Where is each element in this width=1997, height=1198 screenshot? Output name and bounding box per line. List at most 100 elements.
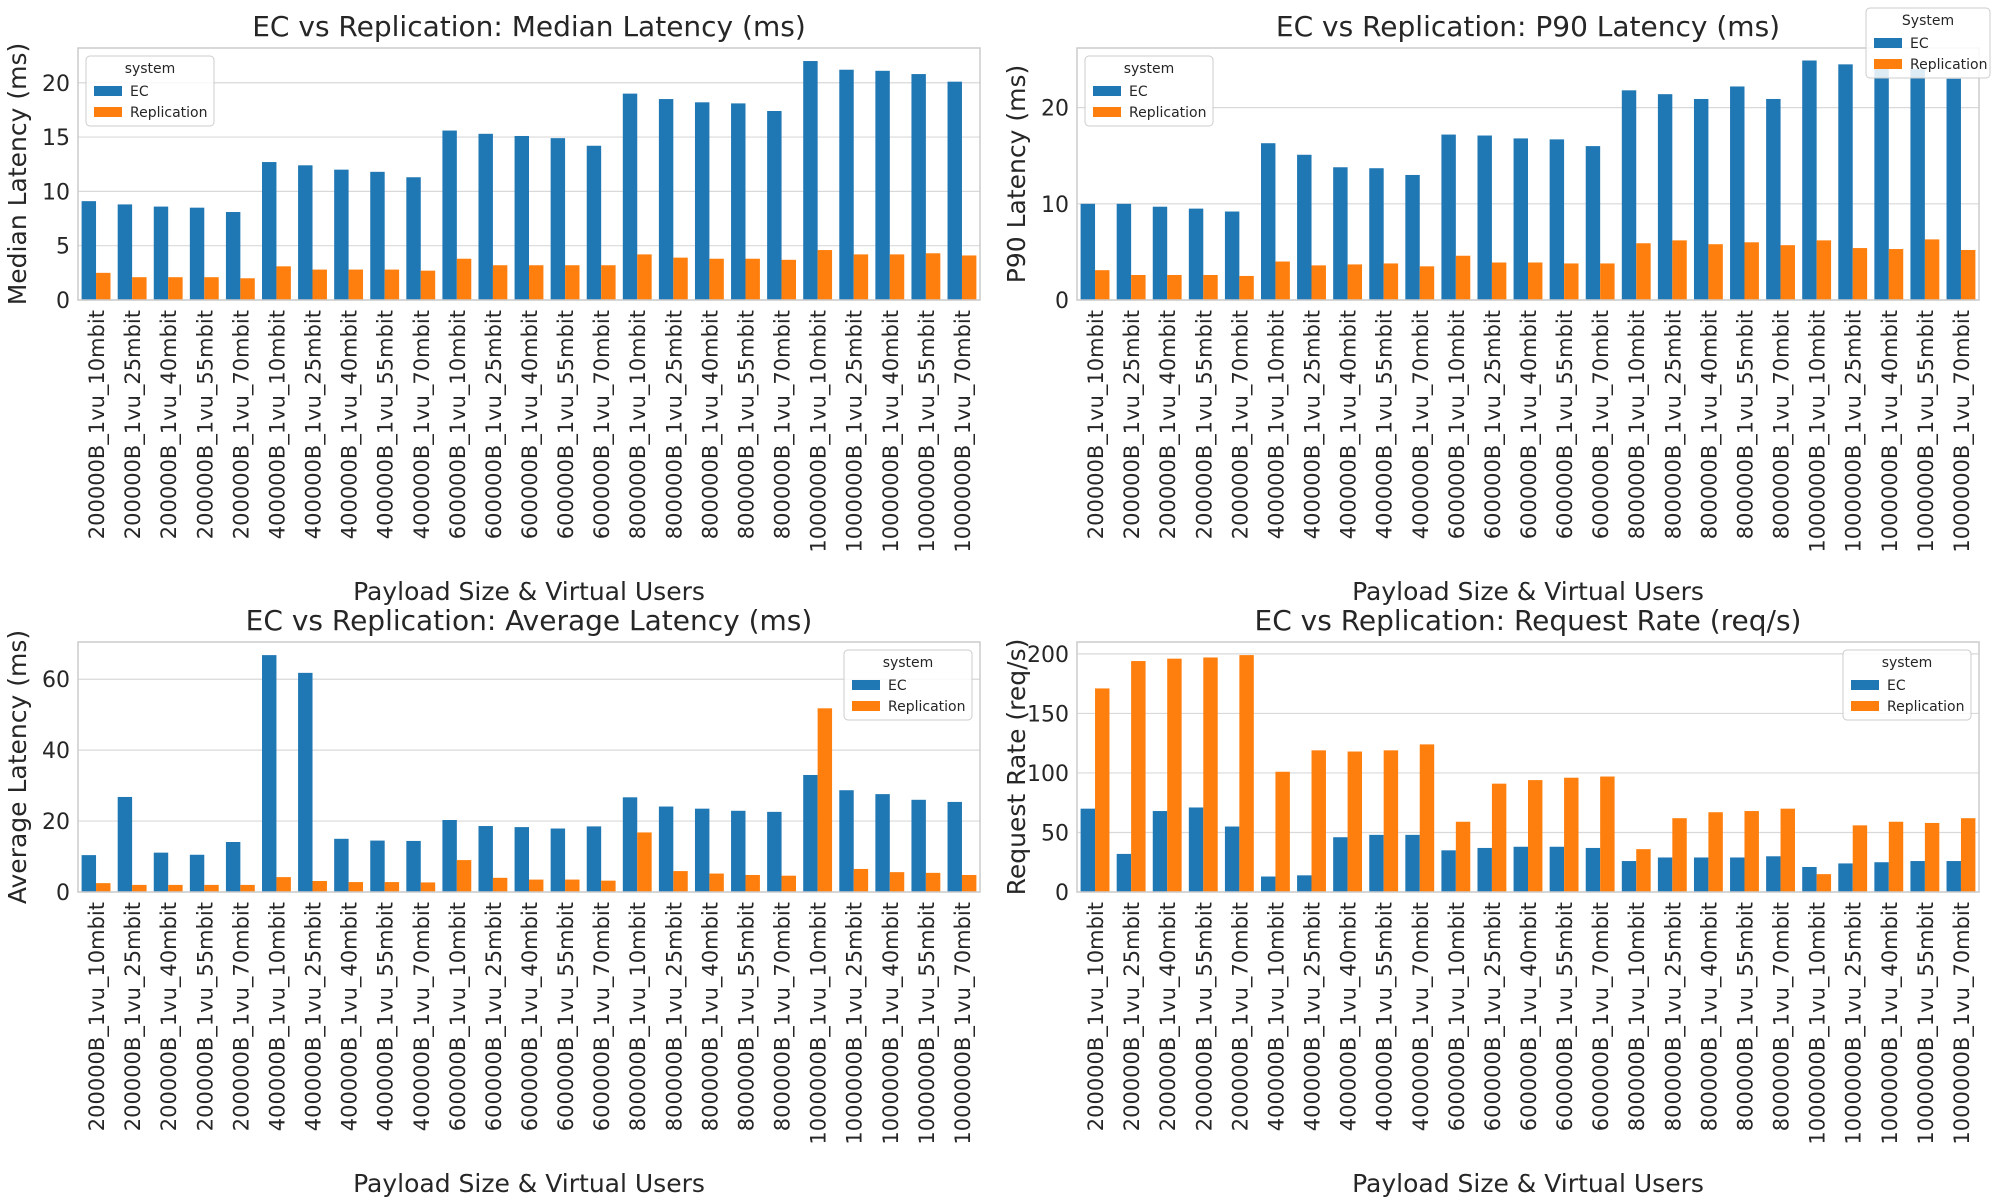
bar-ec	[1405, 174, 1420, 300]
bar-ec	[1621, 861, 1637, 892]
legend-label: EC	[1887, 678, 1906, 694]
y-tick-label: 200	[1027, 643, 1069, 668]
y-tick-label: 5	[56, 235, 70, 260]
x-tick-label: 200000B_1vu_70mbit	[229, 310, 254, 539]
x-tick-label: 200000B_1vu_70mbit	[229, 902, 254, 1131]
x-tick-label: 400000B_1vu_55mbit	[1373, 902, 1398, 1131]
bar-replication	[1960, 249, 1976, 300]
bar-replication	[348, 882, 364, 892]
x-tick-label: 200000B_1vu_25mbit	[121, 902, 146, 1131]
legend-swatch-replication	[1851, 701, 1879, 711]
bar-replication	[1672, 240, 1687, 300]
bar-ec	[839, 69, 854, 300]
legend-swatch-ec	[852, 680, 880, 690]
bar-replication	[1672, 818, 1687, 892]
bar-replication	[853, 868, 869, 892]
bar-ec	[1116, 853, 1132, 892]
bar-ec	[1405, 834, 1420, 892]
bar-replication	[709, 873, 724, 892]
bar-replication	[204, 277, 219, 300]
bar-ec	[911, 74, 926, 300]
x-tick-label: 600000B_1vu_10mbit	[1445, 902, 1470, 1131]
legend-label: Replication	[130, 105, 207, 121]
bar-replication	[276, 266, 291, 300]
chart-title: EC vs Replication: Average Latency (ms)	[246, 604, 813, 637]
x-tick-label: 800000B_1vu_10mbit	[1625, 310, 1650, 539]
x-tick-label: 600000B_1vu_40mbit	[518, 310, 543, 539]
bar-ec	[1477, 135, 1492, 300]
x-tick-label: 600000B_1vu_25mbit	[482, 902, 507, 1131]
x-tick-label: 800000B_1vu_10mbit	[1625, 902, 1650, 1131]
bar-ec	[622, 93, 638, 300]
x-tick-label: 1000000B_1vu_70mbit	[1950, 902, 1975, 1145]
x-tick-label: 400000B_1vu_10mbit	[1264, 902, 1289, 1131]
chart-title: EC vs Replication: Request Rate (req/s)	[1255, 604, 1802, 637]
bar-replication	[889, 872, 905, 892]
x-tick-label: 200000B_1vu_70mbit	[1228, 902, 1253, 1131]
bar-replication	[673, 871, 688, 892]
bar-replication	[1167, 658, 1182, 892]
bar-replication	[1708, 812, 1723, 892]
x-tick-label: 200000B_1vu_10mbit	[1084, 310, 1109, 539]
bar-replication	[456, 258, 472, 300]
bar-ec	[406, 177, 421, 300]
bar-replication	[276, 877, 291, 892]
chart-4: 0 50 100 150 200 200000B_1vu_10mbit 200000B_1v…	[1002, 604, 1980, 1198]
bar-replication	[601, 265, 616, 300]
bar-replication	[1816, 874, 1832, 892]
bar-ec	[1766, 856, 1781, 892]
x-tick-label: 600000B_1vu_55mbit	[1553, 310, 1578, 539]
bar-ec	[189, 207, 205, 300]
bar-ec	[911, 799, 926, 892]
x-tick-label: 400000B_1vu_25mbit	[1301, 902, 1326, 1131]
legend-swatch-ec	[1874, 38, 1902, 48]
bar-replication	[420, 270, 436, 300]
bar-replication	[637, 832, 652, 892]
y-tick-label: 15	[42, 126, 70, 151]
x-tick-label: 600000B_1vu_70mbit	[1589, 902, 1614, 1131]
bar-replication	[1780, 245, 1795, 300]
bar-replication	[1888, 821, 1904, 892]
y-tick-label: 20	[1041, 97, 1069, 122]
x-tick-label: 400000B_1vu_10mbit	[265, 902, 290, 1131]
bar-ec	[731, 103, 746, 301]
bar-ec	[1946, 78, 1961, 300]
bar-ec	[370, 171, 385, 300]
x-tick-label: 800000B_1vu_40mbit	[1697, 902, 1722, 1131]
bar-replication	[853, 254, 869, 300]
x-tick-label: 1000000B_1vu_10mbit	[807, 902, 832, 1145]
bar-ec	[586, 145, 602, 300]
bar-ec	[1693, 98, 1709, 300]
bar-ec	[442, 130, 457, 300]
bar-ec	[1116, 203, 1132, 300]
bar-ec	[1080, 203, 1096, 300]
x-tick-label: 400000B_1vu_25mbit	[1301, 310, 1326, 539]
legend-label: Replication	[1887, 699, 1964, 715]
bar-ec	[1152, 206, 1168, 300]
bar-ec	[262, 655, 277, 892]
x-tick-label: 800000B_1vu_70mbit	[1770, 310, 1795, 539]
bar-replication	[1347, 751, 1363, 892]
y-axis-label: P90 Latency (ms)	[1002, 65, 1031, 283]
legend-label: EC	[130, 84, 149, 100]
bar-ec	[225, 842, 241, 892]
bar-ec	[298, 165, 313, 300]
legend-label: EC	[1129, 84, 1148, 100]
x-tick-label: 800000B_1vu_40mbit	[1697, 310, 1722, 539]
bar-ec	[767, 111, 782, 300]
bar-ec	[1261, 143, 1276, 300]
x-tick-label: 400000B_1vu_25mbit	[302, 902, 327, 1131]
x-tick-label: 600000B_1vu_70mbit	[590, 902, 615, 1131]
x-tick-label: 600000B_1vu_10mbit	[446, 902, 471, 1131]
bar-replication	[565, 879, 580, 892]
bar-ec	[875, 794, 890, 892]
x-tick-label: 200000B_1vu_25mbit	[121, 310, 146, 539]
legend: system EC Replication	[85, 55, 215, 127]
bar-replication	[492, 265, 508, 300]
x-tick-label: 600000B_1vu_25mbit	[1481, 902, 1506, 1131]
bar-replication	[1203, 274, 1218, 300]
bar-ec	[1910, 861, 1925, 892]
bar-replication	[1275, 771, 1290, 892]
bar-ec	[1585, 847, 1601, 892]
